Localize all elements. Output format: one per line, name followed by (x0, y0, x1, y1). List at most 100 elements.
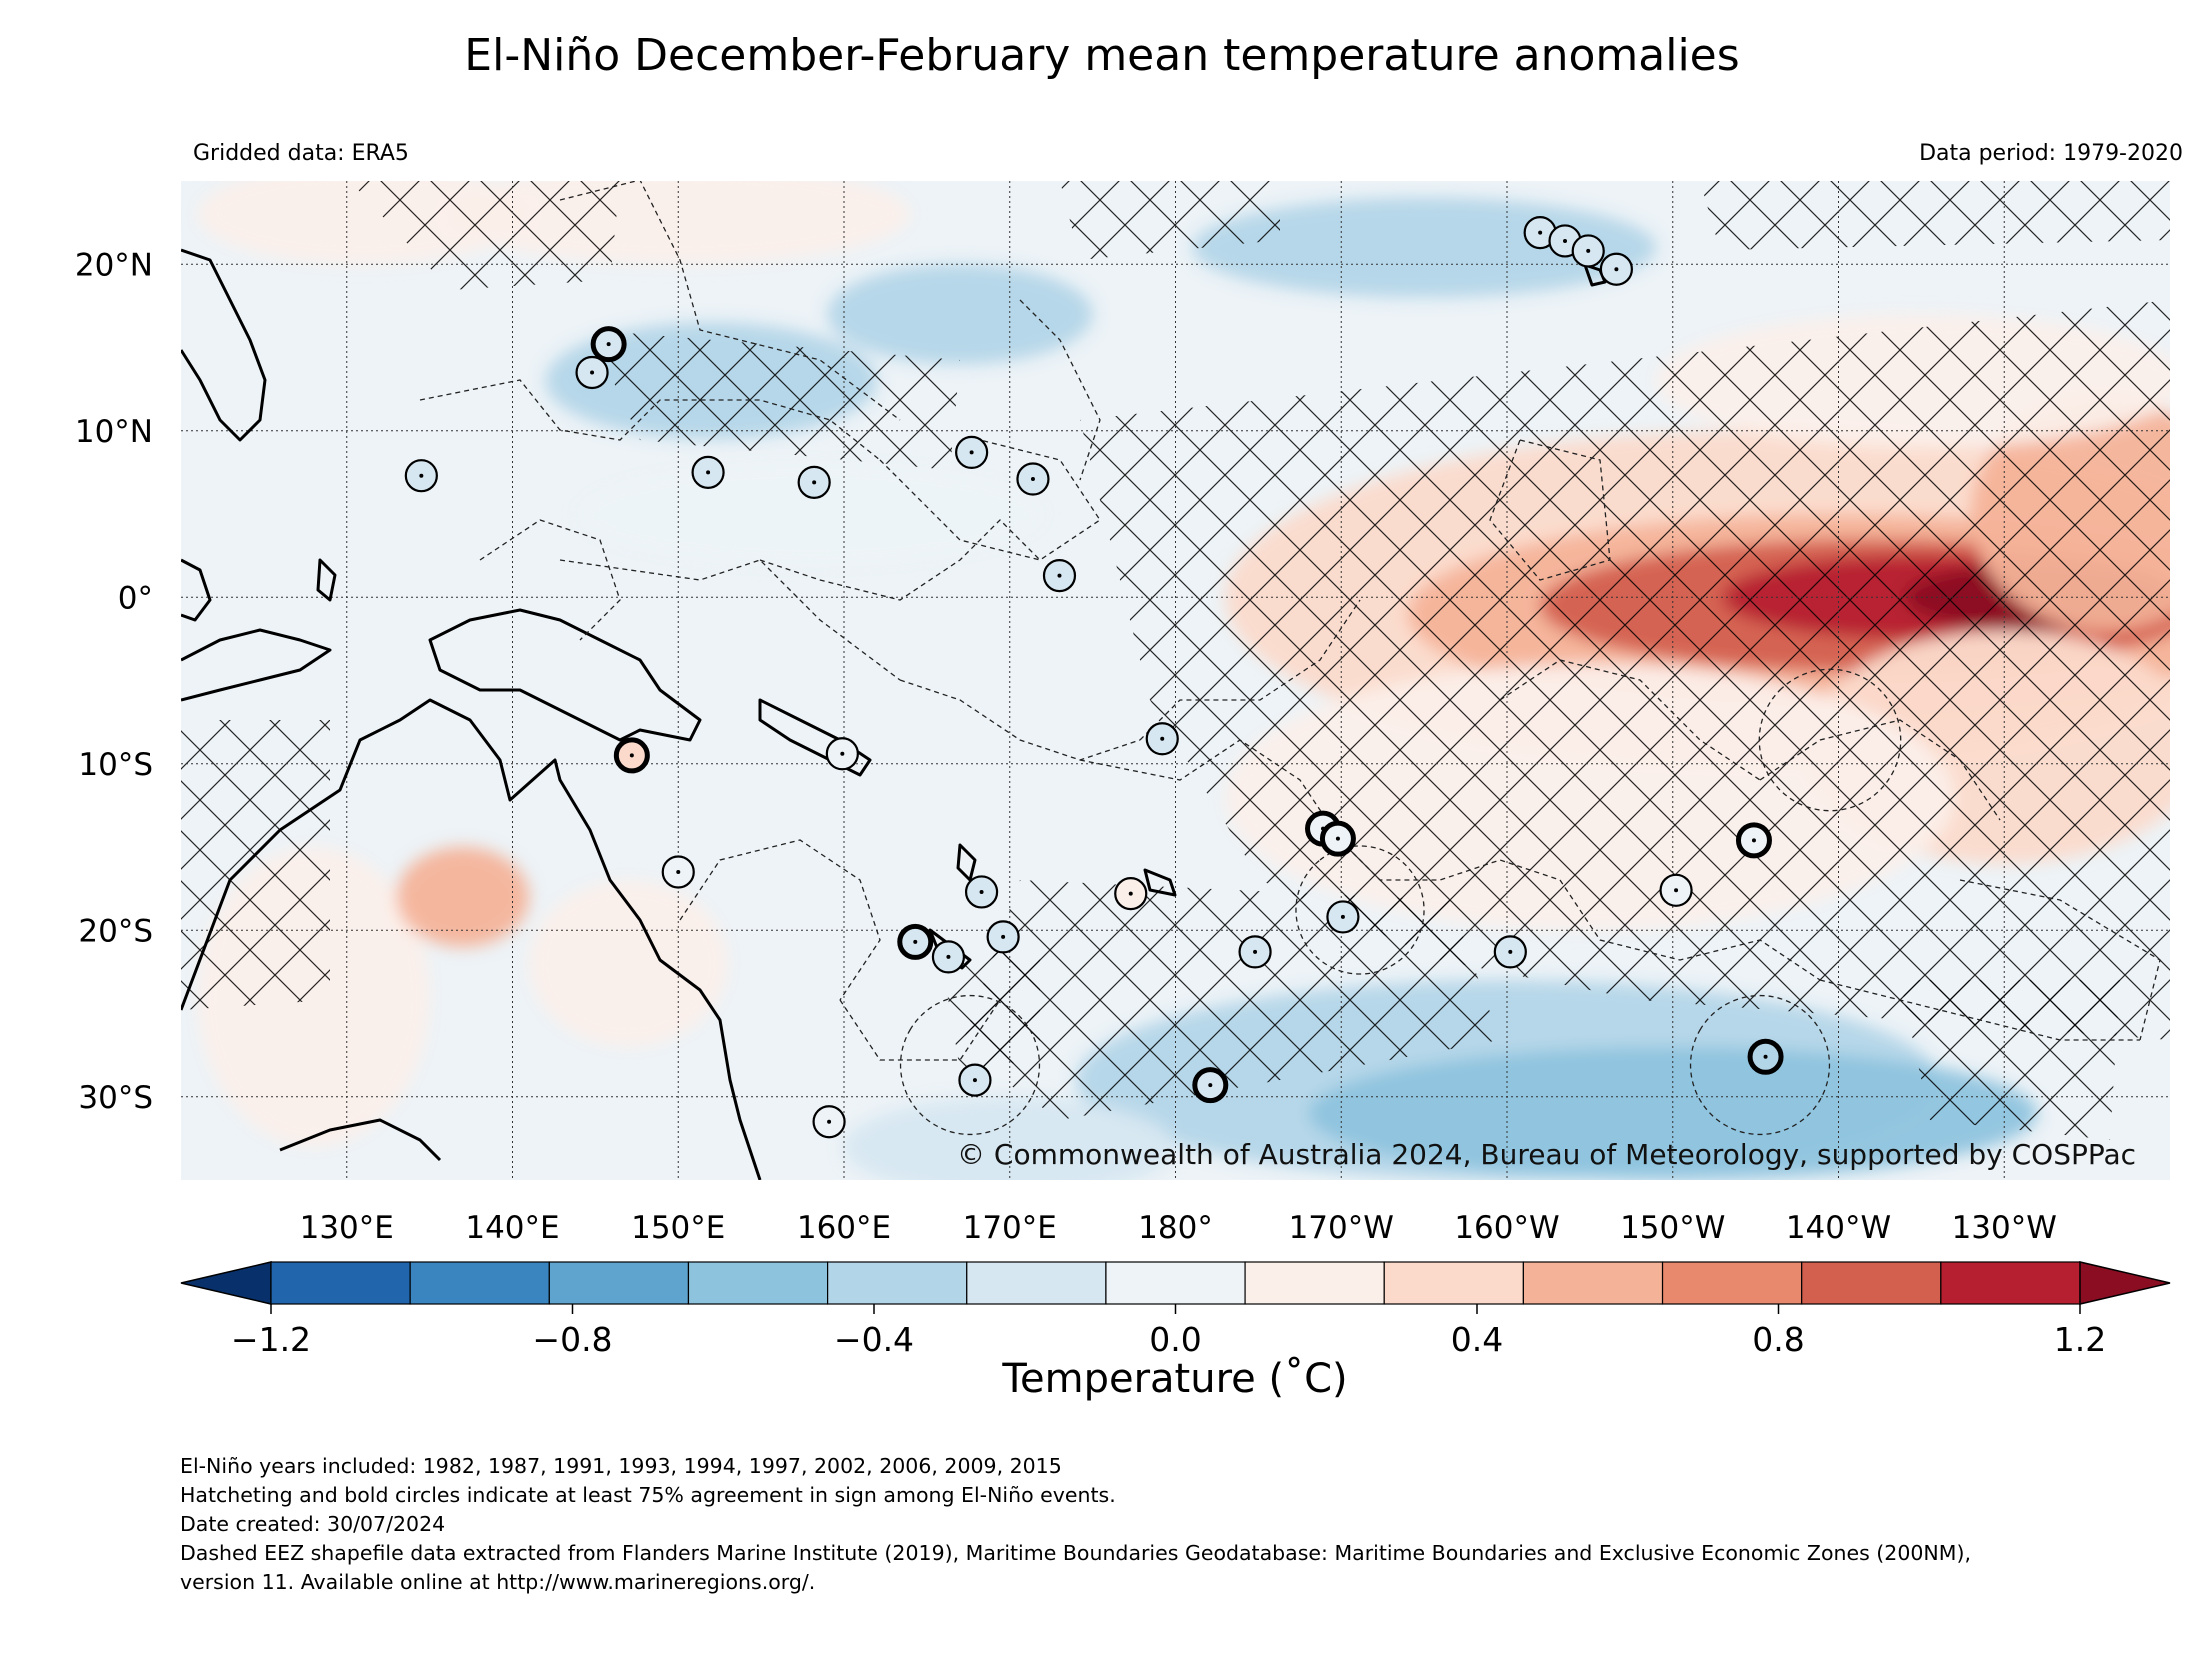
lon-tick-label: 130°E (300, 1210, 394, 1246)
lon-tick-label: 140°E (465, 1210, 559, 1246)
station-island-dot (1751, 838, 1756, 843)
station-island-dot (827, 1119, 832, 1124)
data-period-label: Data period: 1979-2020 (1919, 141, 2183, 166)
station-island-dot (1208, 1083, 1213, 1088)
anomaly-patch (396, 847, 530, 947)
australia-coast (181, 698, 762, 1180)
station-island-dot (812, 480, 817, 485)
anomaly-patch (1308, 1046, 2038, 1180)
lon-tick-label: 170°W (1289, 1210, 1394, 1246)
hatch-region (1060, 181, 1280, 260)
station-island-dot (1674, 888, 1679, 893)
station-island-dot (1614, 267, 1619, 272)
footnote-eez-cont: version 11. Available online at http://w… (180, 1570, 816, 1594)
station-island-dot (972, 1078, 977, 1083)
eez-boundary (559, 181, 901, 421)
eez-boundary (479, 519, 621, 641)
indonesia-coast (181, 628, 332, 702)
station-island-dot (1763, 1054, 1768, 1059)
lon-tick-label: 160°W (1454, 1210, 1559, 1246)
eez-boundary (899, 679, 1141, 761)
station-island-dot (606, 342, 611, 347)
hatch-region (1080, 300, 2170, 1040)
footnote-years: El-Niño years included: 1982, 1987, 1991… (180, 1454, 1062, 1478)
station-island-dot (1057, 573, 1062, 578)
philippines-coast (181, 248, 267, 442)
new-guinea-coast (428, 608, 702, 742)
station-island-dot (1001, 934, 1006, 939)
lon-tick-label: 130°W (1952, 1210, 2057, 1246)
lon-tick-label: 180° (1138, 1210, 1213, 1246)
station-island-dot (629, 753, 634, 758)
tasmania-coast (279, 1118, 442, 1162)
hatch-region (1700, 181, 2170, 250)
lon-tick-label: 140°W (1786, 1210, 1891, 1246)
station-markers (404, 216, 1784, 1139)
eez-boundary (1819, 979, 2140, 1041)
eez-boundary (1295, 845, 1425, 975)
solomons-coast (758, 698, 872, 777)
station-island-dot (979, 889, 984, 894)
eez-boundary (1139, 599, 1361, 741)
lon-tick-label: 150°W (1620, 1210, 1725, 1246)
lat-tick-label: 0° (118, 580, 153, 616)
station-island-dot (676, 869, 681, 874)
lon-tick-label: 150°E (631, 1210, 725, 1246)
station-island-dot (419, 473, 424, 478)
eez-boundary (1339, 839, 1561, 881)
station-island-dot (1538, 230, 1543, 235)
eez-boundary (1079, 739, 1341, 841)
hawaii-coast (1583, 263, 1607, 287)
station-island-dot (1253, 949, 1258, 954)
eez-boundary (839, 999, 1001, 1061)
station-island-dot (1563, 238, 1568, 243)
footnote-eez: Dashed EEZ shapefile data extracted from… (180, 1541, 1971, 1565)
gridded-data-label: Gridded data: ERA5 (193, 141, 409, 166)
eez-boundary (679, 839, 881, 1001)
hatch-region (181, 720, 330, 1010)
anomaly-patch (827, 264, 1093, 365)
footnote-date: Date created: 30/07/2024 (180, 1512, 446, 1536)
lat-tick-label: 10°N (75, 414, 153, 450)
anomaly-patch (844, 1096, 1176, 1180)
station-island-dot (1335, 836, 1340, 841)
chart-title: El-Niño December-February mean temperatu… (464, 30, 1740, 81)
eez-boundary (1559, 879, 1821, 981)
station-island-dot (946, 954, 951, 959)
lon-tick-labels: 130°E 140°E 150°E 160°E 170°E 180° 170°W 160°W 1… (300, 1210, 2057, 1246)
lat-tick-label: 20°N (75, 247, 153, 283)
footnote-hatching: Hatcheting and bold circles indicate at … (180, 1483, 1116, 1507)
footnotes: El-Niño years included: 1982, 1987, 1991… (180, 1452, 2180, 1597)
sulawesi-coast (181, 558, 212, 622)
lat-tick-label: 20°S (78, 913, 153, 949)
station-island-dot (1030, 477, 1035, 482)
vanuatu-coast (956, 843, 977, 882)
station-island-dot (840, 751, 845, 756)
hatch-region (960, 880, 1500, 1120)
eez-boundary (1019, 299, 1101, 481)
lat-tick-label: 10°S (78, 747, 153, 783)
eez-boundary (419, 379, 881, 461)
station-island-dot (590, 370, 595, 375)
hatch-region (940, 950, 1040, 1070)
eez-boundary (1689, 994, 1831, 1136)
anomaly-patch (578, 464, 1043, 564)
hatching-layer (181, 181, 2170, 1140)
lon-tick-label: 160°E (797, 1210, 891, 1246)
fiji-coast (1143, 868, 1177, 897)
eez-boundary (899, 994, 1041, 1136)
hatch-region (1900, 980, 2120, 1140)
eez-boundary (1489, 439, 1611, 581)
eez-boundary (1758, 668, 1902, 812)
lat-tick-label: 30°S (78, 1080, 153, 1116)
station-island-dot (1508, 949, 1513, 954)
gridlines (181, 181, 2170, 1180)
eez-boundary (1759, 719, 2001, 821)
station-island-dot (1586, 248, 1591, 253)
station-island-dot (913, 939, 918, 944)
lon-tick-label: 170°E (963, 1210, 1057, 1246)
hatch-region (590, 330, 960, 470)
eez-boundary (1499, 659, 1761, 781)
lat-tick-labels: 20°N 10°N 0° 10°S 20°S 30°S (75, 247, 153, 1116)
